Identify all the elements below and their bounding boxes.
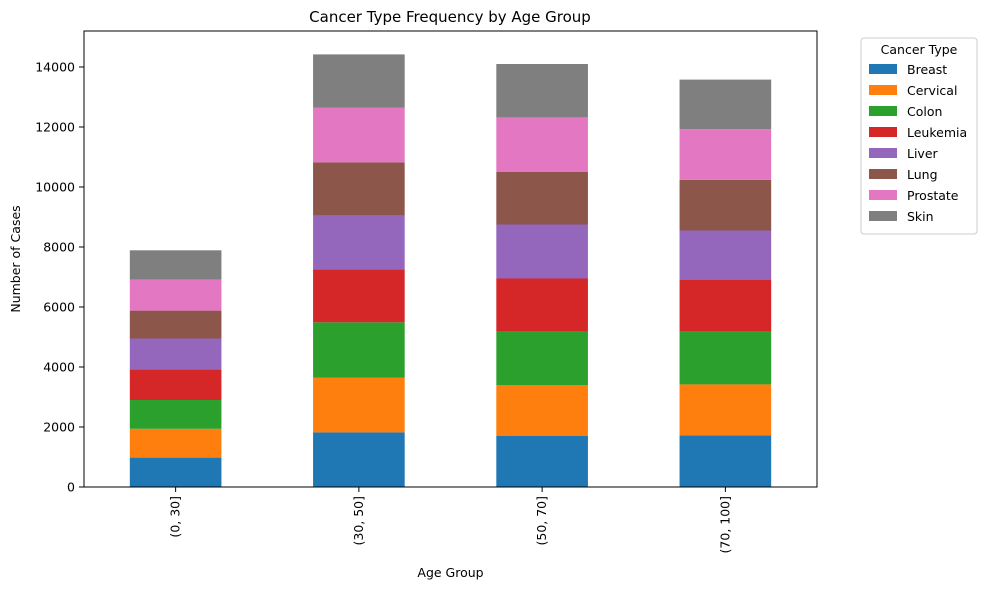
legend-swatch-skin	[869, 211, 897, 221]
bar-segment-cervical	[496, 385, 588, 436]
bars-group	[129, 54, 772, 487]
x-axis-label: Age Group	[417, 565, 483, 580]
bar-segment-lung	[496, 172, 588, 225]
x-tick-label: (70, 100]	[717, 496, 732, 553]
bar-segment-prostate	[496, 117, 588, 172]
bar-segment-liver	[679, 230, 772, 280]
legend-swatch-cervical	[869, 85, 897, 95]
legend-label-prostate: Prostate	[907, 188, 959, 203]
bar-segment-liver	[496, 224, 588, 279]
legend: Cancer Type Breast Cervical Colon Leukemia L…	[860, 37, 978, 235]
bar-segment-breast	[679, 435, 772, 487]
legend-label-liver: Liver	[907, 146, 939, 161]
legend-swatch-liver	[869, 148, 897, 158]
bar-segment-breast	[129, 457, 222, 487]
bar-segment-cervical	[679, 384, 772, 436]
bar-segment-colon	[496, 331, 588, 385]
legend-swatch-colon	[869, 106, 897, 116]
bar-segment-prostate	[313, 107, 405, 163]
bar-segment-prostate	[679, 129, 772, 180]
legend-label-leukemia: Leukemia	[907, 125, 967, 140]
y-tick-label: 2000	[43, 420, 75, 435]
legend-swatch-prostate	[869, 190, 897, 200]
bar-segment-leukemia	[496, 278, 588, 331]
y-tick-label: 12000	[35, 120, 75, 135]
y-tick-label: 0	[67, 480, 75, 495]
legend-label-lung: Lung	[907, 167, 938, 182]
bar-segment-cervical	[129, 428, 222, 458]
legend-swatch-breast	[869, 64, 897, 74]
legend-items: Breast Cervical Colon Leukemia Liver Lung Pros…	[869, 62, 967, 224]
bar-segment-lung	[679, 179, 772, 231]
legend-label-colon: Colon	[907, 104, 942, 119]
y-tick-label: 8000	[43, 240, 75, 255]
bar-segment-leukemia	[313, 269, 405, 323]
bar-segment-lung	[313, 162, 405, 216]
y-tick-label: 10000	[35, 180, 75, 195]
x-tick-label: (50, 70]	[534, 496, 549, 546]
y-axis-label: Number of Cases	[8, 205, 23, 312]
y-tick-label: 14000	[35, 60, 75, 75]
bar-segment-skin	[313, 54, 405, 108]
x-tick-label: (30, 50]	[351, 496, 366, 546]
bar-segment-skin	[679, 79, 772, 130]
bar-segment-lung	[129, 310, 222, 339]
y-axis: 0 2000 4000 6000 8000 10000 12000 14000	[35, 60, 84, 495]
x-tick-label: (0, 30]	[168, 496, 183, 538]
legend-swatch-lung	[869, 169, 897, 179]
y-tick-label: 6000	[43, 300, 75, 315]
bar-segment-leukemia	[679, 280, 772, 331]
plot-frame	[83, 30, 818, 488]
bar-segment-breast	[313, 432, 405, 487]
bar-segment-colon	[313, 322, 405, 378]
legend-title: Cancer Type	[881, 42, 958, 57]
bar-segment-colon	[129, 400, 222, 429]
y-tick-label: 4000	[43, 360, 75, 375]
bar-segment-liver	[129, 338, 222, 370]
chart-title: Cancer Type Frequency by Age Group	[309, 8, 591, 26]
bar-segment-liver	[313, 215, 405, 270]
legend-label-cervical: Cervical	[907, 83, 957, 98]
bar-segment-colon	[679, 331, 772, 385]
x-axis: (0, 30] (30, 50] (50, 70] (70, 100]	[168, 487, 732, 553]
bar-segment-prostate	[129, 279, 222, 311]
legend-swatch-leukemia	[869, 127, 897, 137]
legend-label-breast: Breast	[907, 62, 947, 77]
bar-segment-breast	[496, 436, 588, 487]
bar-segment-skin	[496, 64, 588, 118]
legend-label-skin: Skin	[907, 209, 934, 224]
bar-segment-leukemia	[129, 369, 222, 400]
bar-segment-skin	[129, 250, 222, 280]
bar-segment-cervical	[313, 377, 405, 433]
